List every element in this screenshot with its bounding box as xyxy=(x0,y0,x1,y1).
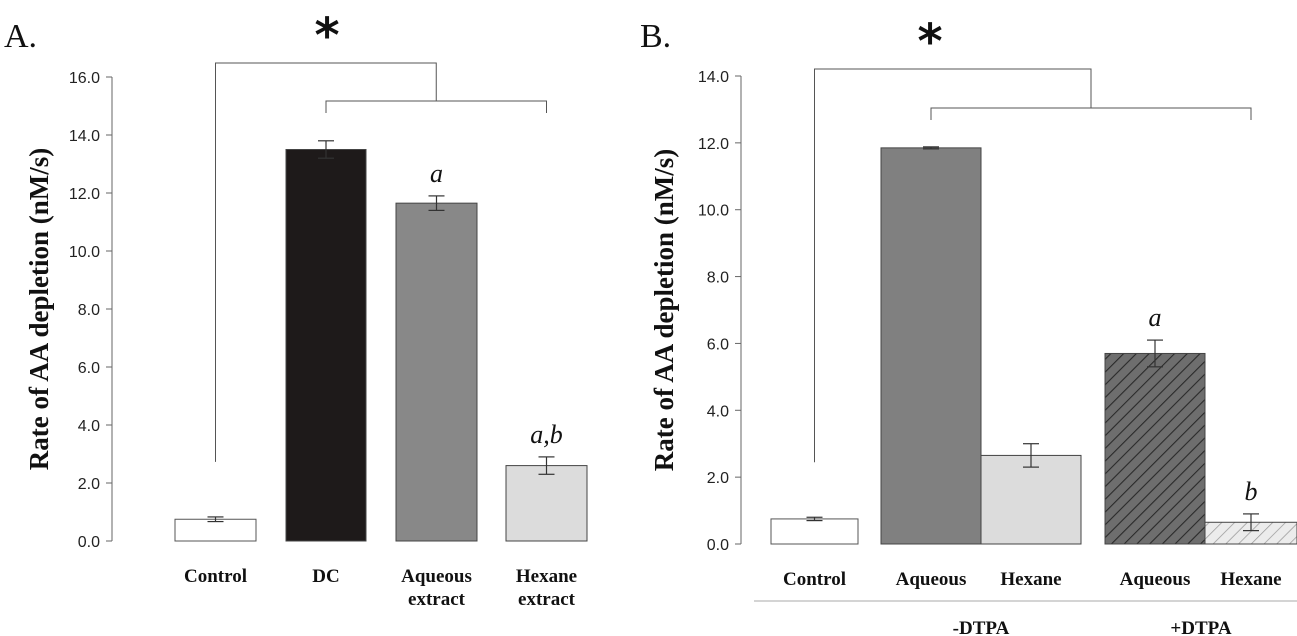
y-tick-label: 10.0 xyxy=(698,203,729,220)
error-bar xyxy=(1147,339,1163,368)
error-bar xyxy=(428,195,445,211)
category-label: Aqueous xyxy=(1120,569,1191,590)
significance-star: * xyxy=(917,14,942,70)
y-tick-label: 2.0 xyxy=(707,470,729,487)
category-label: Control xyxy=(184,566,247,587)
y-tick-label: 4.0 xyxy=(707,403,729,420)
category-label: Aqueous extract xyxy=(401,566,472,610)
category-label: Aqueous xyxy=(896,569,967,590)
panel-b: B. 0.0 2.0 4.0 6.0 8.0 10.0 12.0 14.0 Rate of AA … xyxy=(640,14,1297,636)
significance-star: * xyxy=(314,8,339,64)
y-tick-label: 8.0 xyxy=(78,302,100,319)
bar-annotation: a xyxy=(430,159,443,188)
y-tick-label: 8.0 xyxy=(707,270,729,287)
error-bar xyxy=(923,146,939,150)
category-label: Hexane xyxy=(1220,569,1281,590)
y-axis-label: Rate of AA depletion (nM/s) xyxy=(649,149,679,471)
y-tick-label: 0.0 xyxy=(707,537,729,554)
panel-label: A. xyxy=(4,18,37,55)
bar xyxy=(505,465,588,542)
error-bar xyxy=(806,516,823,522)
y-tick-label: 0.0 xyxy=(78,534,100,551)
bar xyxy=(880,147,982,545)
error-bar xyxy=(318,140,334,159)
category-label: Control xyxy=(783,569,846,590)
y-tick-label: 14.0 xyxy=(69,128,100,145)
bar-annotation: a,b xyxy=(530,420,563,449)
significance-bracket xyxy=(215,62,547,462)
group-label: +DTPA xyxy=(1170,618,1231,636)
significance-bracket xyxy=(814,68,1252,463)
panel-label: B. xyxy=(640,18,671,55)
group-label: -DTPA xyxy=(953,618,1010,636)
y-tick-label: 4.0 xyxy=(78,418,100,435)
category-label: DC xyxy=(312,566,339,587)
panel-a: A. 0.0 2.0 4.0 6.0 8.0 10.0 12.0 14.0 16.0 Rate of… xyxy=(4,8,588,610)
y-axis-label: Rate of AA depletion (nM/s) xyxy=(24,148,54,470)
bar xyxy=(770,518,859,545)
error-bar xyxy=(207,516,224,523)
category-label: Hexane xyxy=(1000,569,1061,590)
bar-annotation: a xyxy=(1149,303,1162,332)
y-tick-label: 16.0 xyxy=(69,70,100,87)
error-bar xyxy=(1243,513,1259,532)
bar xyxy=(285,149,367,542)
bar xyxy=(1104,352,1206,545)
bar xyxy=(395,202,478,542)
error-bar xyxy=(1023,443,1039,468)
y-tick-label: 2.0 xyxy=(78,476,100,493)
bar-annotation: b xyxy=(1245,477,1258,506)
y-tick-label: 12.0 xyxy=(698,136,729,153)
y-tick-label: 14.0 xyxy=(698,69,729,86)
bar xyxy=(980,454,1082,545)
y-tick-label: 6.0 xyxy=(707,336,729,353)
error-bar xyxy=(538,456,555,475)
bar xyxy=(174,518,257,542)
category-label: Hexane extract xyxy=(516,566,577,610)
y-tick-label: 12.0 xyxy=(69,186,100,203)
y-tick-label: 10.0 xyxy=(69,244,100,261)
y-tick-label: 6.0 xyxy=(78,360,100,377)
